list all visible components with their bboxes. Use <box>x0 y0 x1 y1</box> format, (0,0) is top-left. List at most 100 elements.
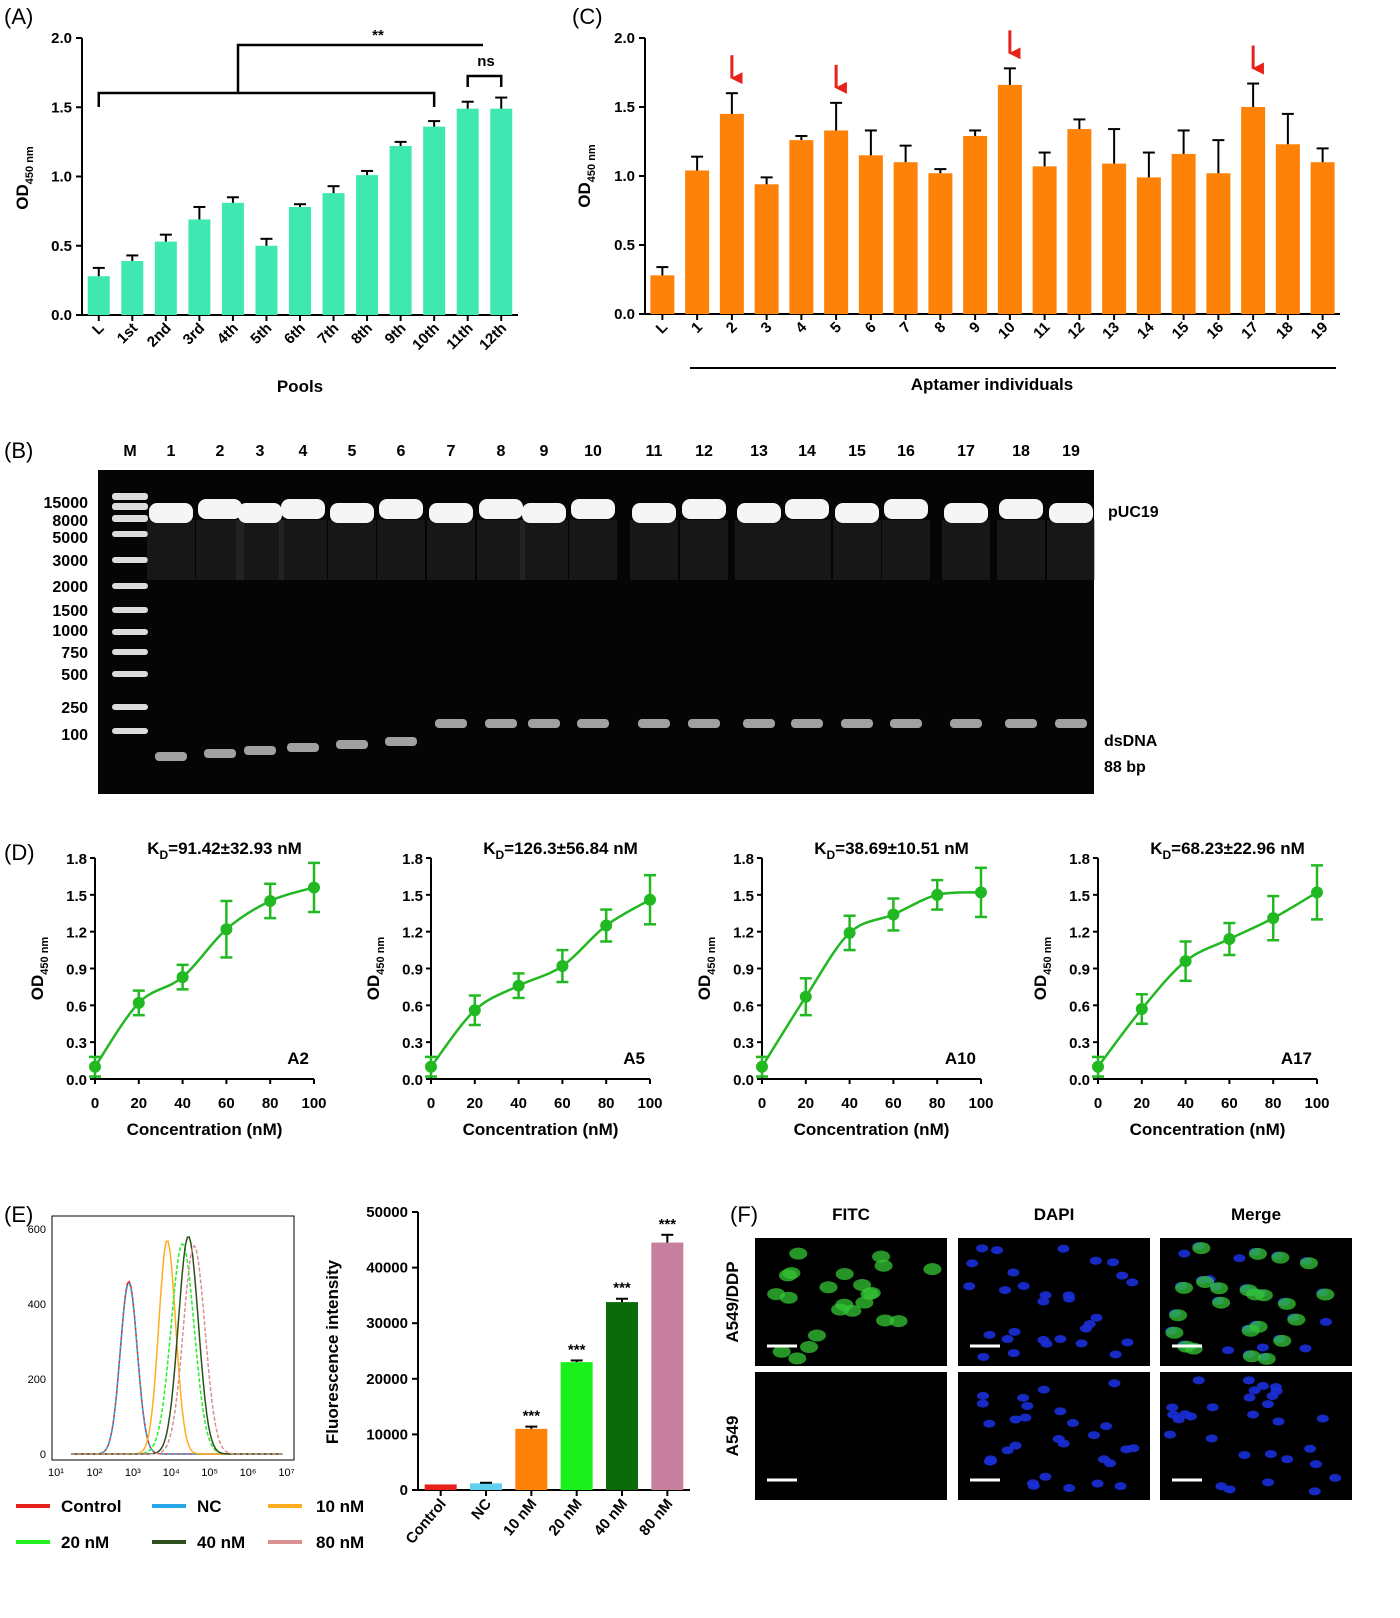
x-tick-label: L <box>89 320 108 339</box>
x-axis-label: Concentration (nM) <box>1130 1120 1286 1139</box>
data-point <box>799 990 812 1003</box>
fitc-signal <box>1257 1352 1276 1365</box>
x-tick-label: 19 <box>1308 319 1332 343</box>
x-tick-label: 7th <box>314 320 342 348</box>
panel-label-f: (F) <box>730 1202 758 1227</box>
x-tick-label: 5th <box>247 320 275 348</box>
nucleus <box>1319 1317 1332 1326</box>
dsdna-band <box>204 749 236 758</box>
y-tick-label: 1.5 <box>1069 888 1090 905</box>
y-axis-label: OD450 nm <box>364 937 387 1001</box>
bar <box>685 170 710 314</box>
fitc-signal <box>807 1329 826 1342</box>
x-tick-label: 1st <box>114 320 141 347</box>
x-tick-label: 80 <box>929 1095 946 1112</box>
nucleus <box>1256 1343 1269 1352</box>
y-tick-label: 400 <box>28 1299 46 1311</box>
plot-frame <box>51 1215 295 1461</box>
bar <box>188 219 211 315</box>
fitc-signal <box>1239 1284 1258 1297</box>
histogram-trace <box>71 1242 283 1455</box>
band-label-dsdna: dsDNA <box>1104 733 1158 750</box>
dsdna-band <box>244 746 276 755</box>
panel-label-a: (A) <box>4 4 33 29</box>
smear <box>279 520 327 580</box>
y-tick-label: 0.3 <box>66 1035 87 1052</box>
bar <box>356 175 379 315</box>
fitc-signal <box>1271 1251 1290 1264</box>
nucleus <box>1126 1278 1139 1287</box>
y-tick-label: 600 <box>28 1224 46 1236</box>
y-tick-label: 2.0 <box>51 30 72 47</box>
bar <box>456 108 479 315</box>
plasmid-band <box>379 499 423 519</box>
x-tick-label: 20 <box>1133 1095 1150 1112</box>
y-tick-label: 1.5 <box>402 888 423 905</box>
data-point <box>644 893 656 906</box>
microscopy-image <box>958 1238 1150 1366</box>
lane-label: 11 <box>646 443 663 460</box>
x-tick-label: 100 <box>1304 1095 1329 1112</box>
x-tick-label: 10th <box>409 320 443 354</box>
panel-label-c: (C) <box>572 4 603 29</box>
plasmid-band <box>281 499 325 519</box>
nucleus <box>1309 1460 1322 1469</box>
y-tick-label: 1.0 <box>51 169 72 186</box>
x-tick-label: 5 <box>827 319 845 337</box>
fitc-signal <box>872 1250 891 1263</box>
nucleus <box>1108 1379 1121 1388</box>
sig-label: ** <box>372 27 384 44</box>
x-tick-label: 60 <box>218 1095 235 1112</box>
x-tick-label: 10 <box>995 319 1019 343</box>
chart-c-aptamers: 0.00.51.01.52.0L 1 2 3 4 5 6 7 8 9 10 11 12 13 14 15 16 1… <box>575 30 1340 394</box>
data-point <box>308 881 320 894</box>
nucleus <box>1054 1335 1067 1344</box>
dsdna-band <box>890 719 922 728</box>
y-axis-label: OD450 nm <box>695 937 718 1001</box>
fitc-signal <box>1212 1296 1231 1309</box>
smear <box>196 520 244 580</box>
data-point <box>600 919 613 932</box>
column-label: Merge <box>1231 1205 1281 1224</box>
y-tick-label: 20000 <box>366 1371 408 1388</box>
smear <box>147 520 195 580</box>
fit-curve <box>760 891 982 1068</box>
fitc-signal <box>1316 1288 1335 1301</box>
y-axis-label: OD450 nm <box>28 937 51 1001</box>
ladder-band <box>112 704 148 710</box>
lane-label: 7 <box>447 443 456 460</box>
x-axis-label: Concentration (nM) <box>794 1120 950 1139</box>
y-tick-label: 0.9 <box>733 962 754 979</box>
smear <box>997 520 1045 580</box>
bar <box>963 135 988 314</box>
bar <box>719 113 744 315</box>
x-tick-label: 6 <box>862 319 880 337</box>
bar <box>221 202 244 315</box>
data-point <box>1179 955 1192 968</box>
panel-label-e: (E) <box>4 1202 33 1227</box>
fitc-signal <box>1277 1297 1296 1310</box>
x-tick-label: 8 <box>931 319 949 337</box>
fitc-signal <box>1249 1320 1268 1333</box>
nucleus <box>1184 1412 1197 1421</box>
data-point <box>468 1004 481 1017</box>
dsdna-band <box>528 719 560 728</box>
nucleus <box>1104 1459 1117 1468</box>
y-tick-label: 1.0 <box>614 168 635 185</box>
x-tick-label: 10³ <box>125 1467 141 1479</box>
sig-bracket-ns <box>466 74 503 87</box>
x-tick-label: 13 <box>1099 319 1123 343</box>
x-tick-label: 80 <box>262 1095 279 1112</box>
y-tick-label: 0.0 <box>402 1072 423 1089</box>
y-tick-label: 0.0 <box>1069 1072 1090 1089</box>
x-tick-label: 60 <box>885 1095 902 1112</box>
binding-subplot: 0.0 0.3 0.6 0.9 1.2 1.5 1.8 0 20 40 60 80 100 Concent… <box>695 839 994 1139</box>
x-tick-label: 10⁶ <box>240 1467 257 1479</box>
nucleus <box>1052 1435 1065 1444</box>
smear <box>477 520 525 580</box>
smear <box>520 520 568 580</box>
x-tick-label: 60 <box>554 1095 571 1112</box>
nucleus <box>1121 1338 1134 1347</box>
fitc-signal <box>800 1341 819 1354</box>
data-point <box>975 886 987 899</box>
